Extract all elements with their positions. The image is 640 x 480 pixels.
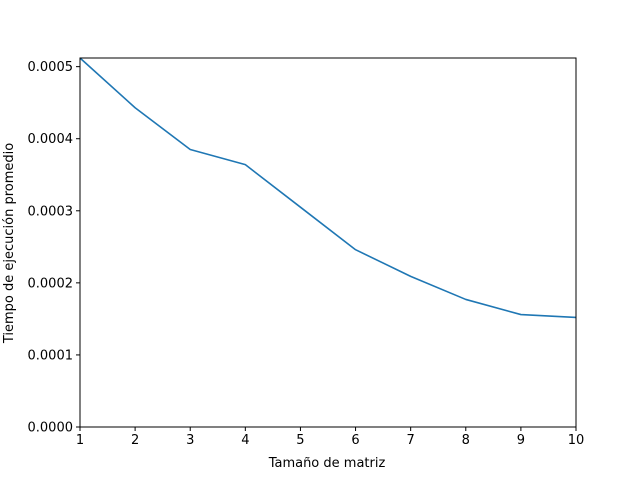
x-tick-label: 10 [568, 433, 585, 448]
y-tick-label: 0.0003 [28, 204, 74, 219]
y-tick-label: 0.0002 [28, 276, 74, 291]
y-tick-label: 0.0005 [28, 60, 74, 75]
x-tick-label: 4 [241, 433, 249, 448]
y-axis-ticks: 0.0000 0.0001 0.0002 0.0003 0.0004 0.0005 [28, 60, 80, 436]
x-tick-label: 6 [351, 433, 359, 448]
series-line-0 [79, 57, 577, 319]
x-tick-label: 9 [517, 433, 525, 448]
plot-frame [79, 57, 577, 428]
x-tick-label: 1 [76, 433, 84, 448]
y-tick-label: 0.0001 [28, 348, 74, 363]
y-tick-label: 0.0000 [28, 421, 74, 436]
x-tick-label: 7 [407, 433, 415, 448]
x-tick-label: 5 [296, 433, 304, 448]
y-axis-label: Tiempo de ejecución promedio [2, 143, 17, 344]
series-layer [79, 57, 577, 319]
y-tick-label: 0.0004 [28, 132, 74, 147]
x-axis-label: Tamaño de matriz [268, 456, 386, 471]
x-tick-label: 8 [462, 433, 470, 448]
x-tick-label: 3 [186, 433, 194, 448]
x-tick-label: 2 [131, 433, 139, 448]
x-axis-ticks: 1 2 3 4 5 6 7 8 9 10 [76, 427, 584, 448]
